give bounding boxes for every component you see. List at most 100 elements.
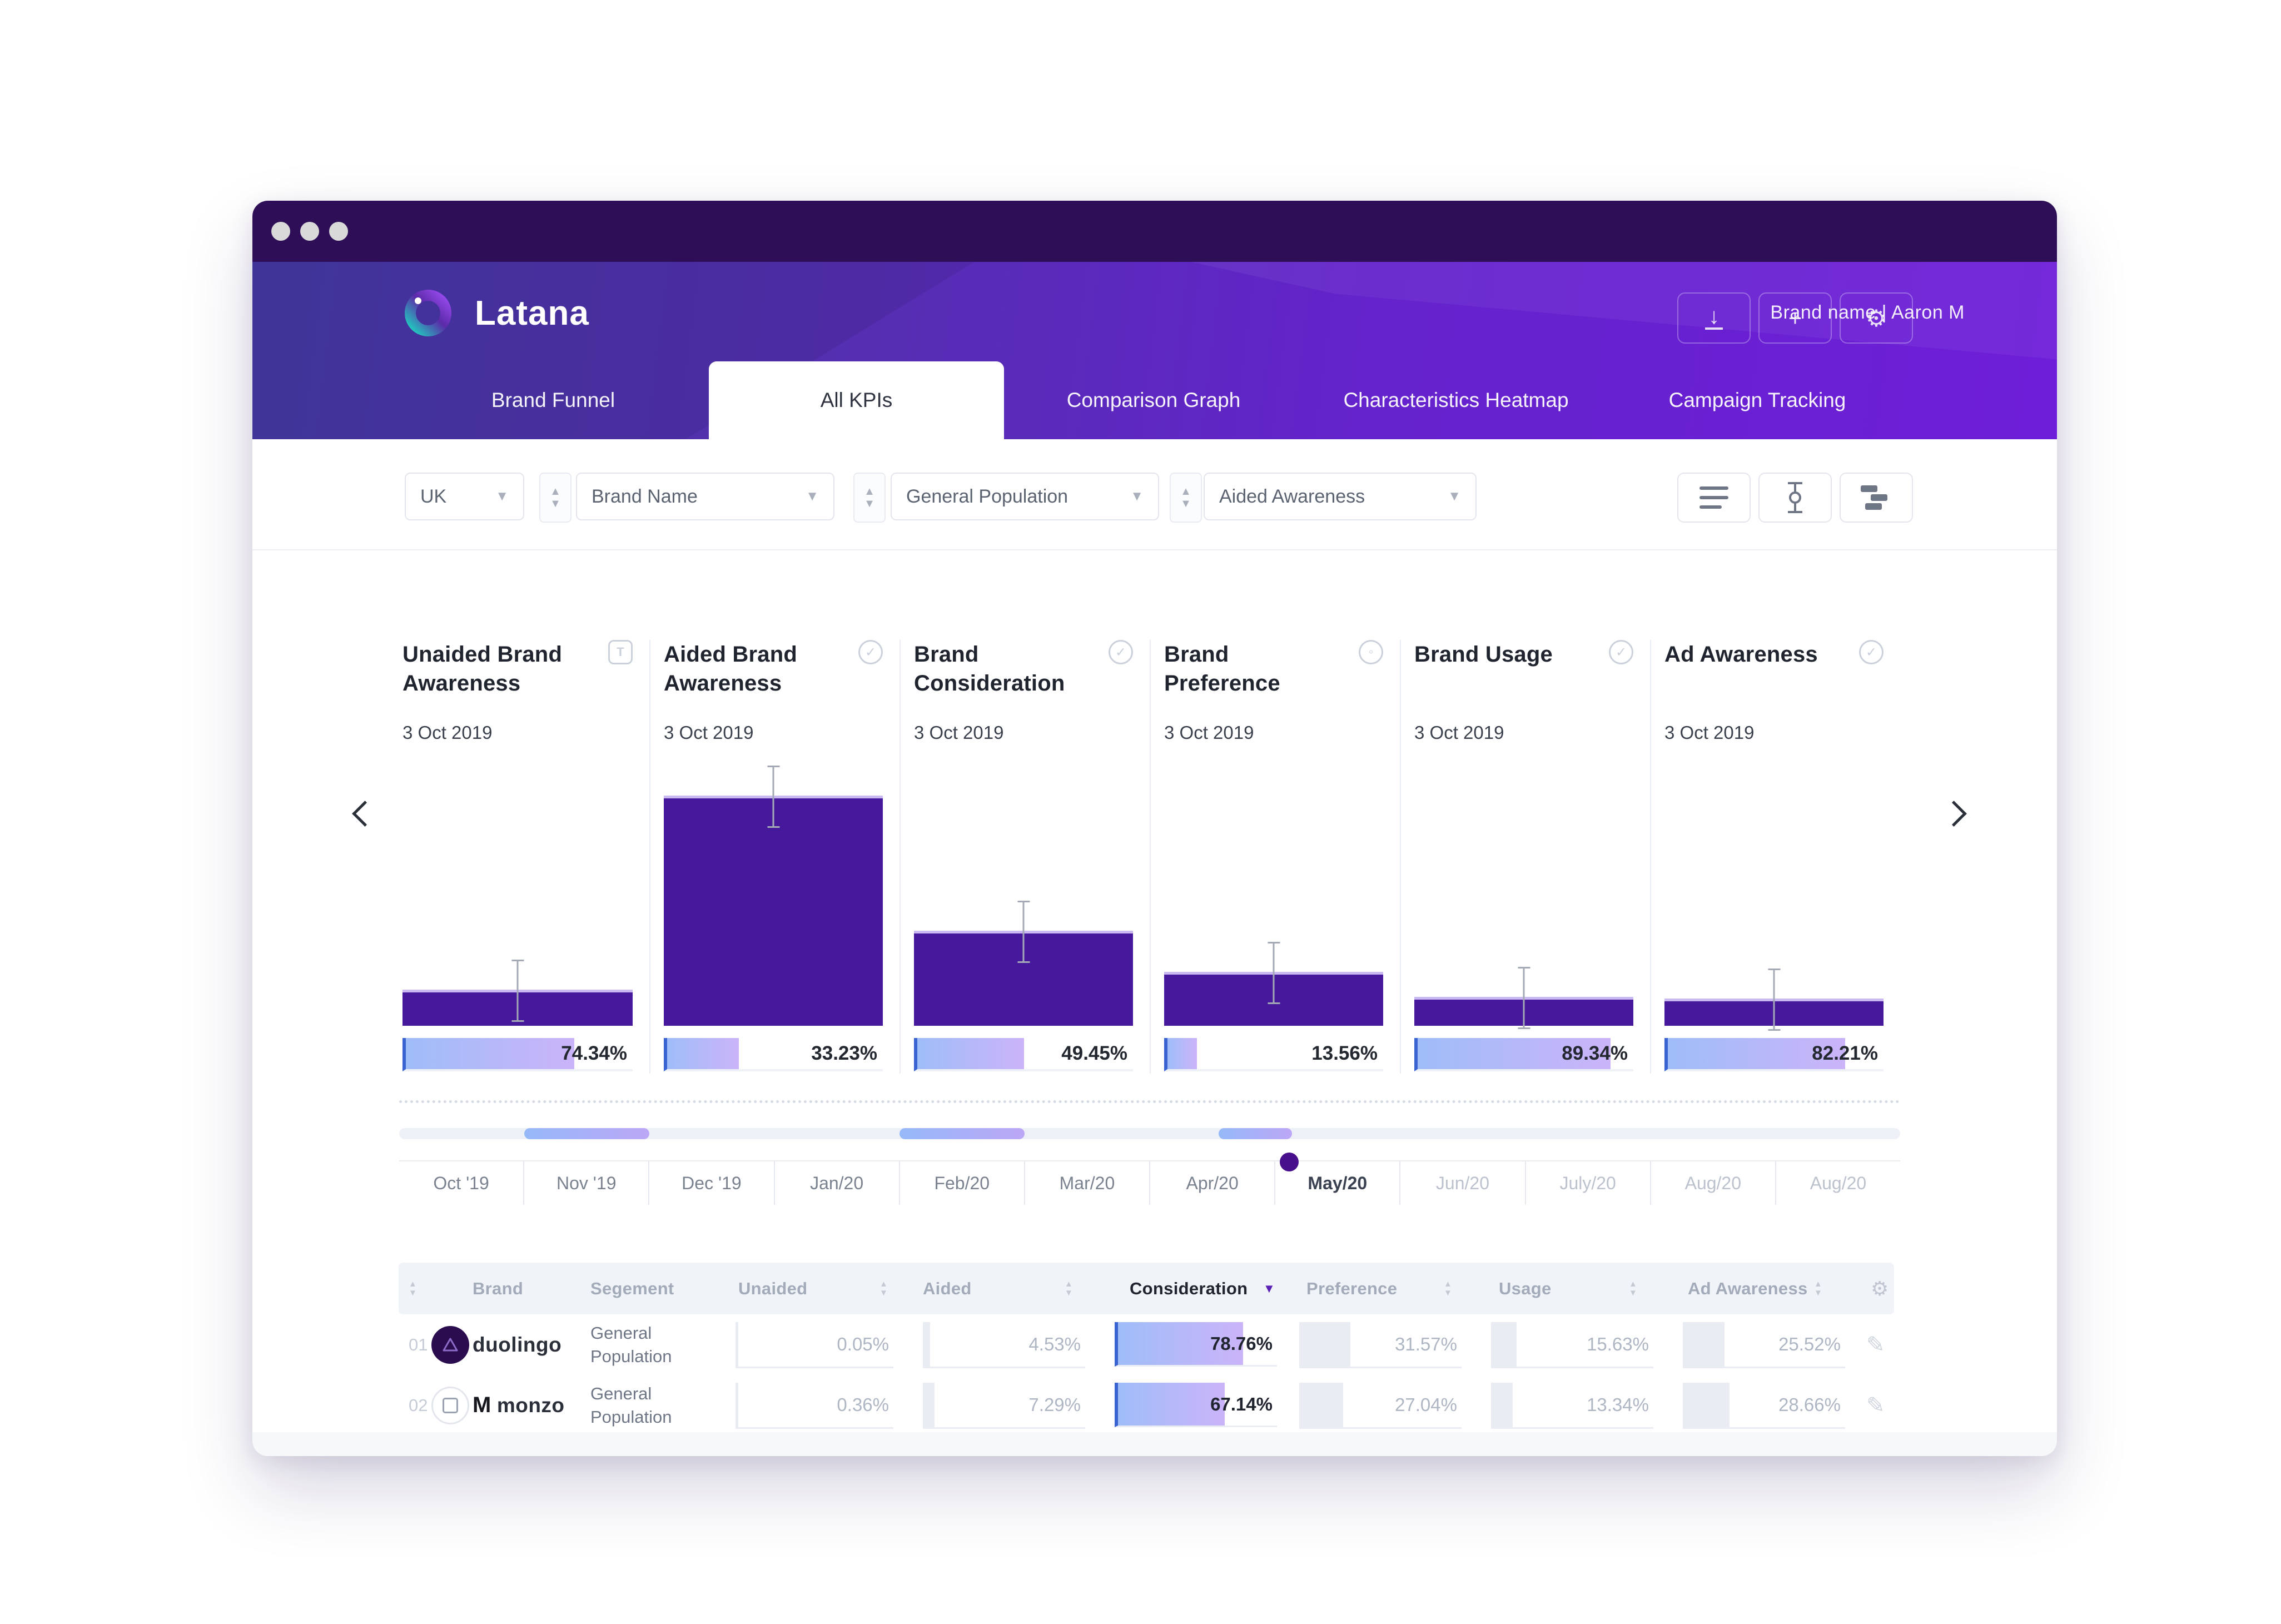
value-label: 13.34% bbox=[1587, 1394, 1649, 1415]
tab-characteristics-heatmap[interactable]: Characteristics Heatmap bbox=[1343, 389, 1569, 411]
duolingo-avatar[interactable] bbox=[431, 1325, 469, 1364]
col-preference[interactable]: Preference bbox=[1306, 1278, 1398, 1298]
month-cell[interactable]: Oct '19 bbox=[433, 1173, 489, 1193]
timeline-track[interactable] bbox=[399, 1128, 1900, 1139]
traffic-light-icon[interactable] bbox=[300, 222, 319, 241]
kpi-stepper[interactable]: ▲ ▼ bbox=[1170, 473, 1202, 523]
value-label: 7.29% bbox=[1028, 1394, 1081, 1415]
month-cell[interactable]: Mar/20 bbox=[1023, 1161, 1149, 1205]
error-bar bbox=[1022, 901, 1025, 964]
segment-dropdown[interactable]: General Population ▼ bbox=[891, 473, 1159, 520]
month-cell-selected[interactable]: May/20 bbox=[1274, 1161, 1399, 1205]
traffic-light-icon[interactable] bbox=[329, 222, 348, 241]
timeline-marker[interactable] bbox=[1280, 1153, 1299, 1171]
preference-cell: 27.04% bbox=[1299, 1383, 1462, 1429]
col-ad-awareness[interactable]: Ad Awareness bbox=[1688, 1278, 1808, 1298]
table-row[interactable]: 01 duolingo General Population 0.05% 4.5… bbox=[399, 1314, 1894, 1375]
chart-next-button[interactable] bbox=[1941, 801, 1967, 827]
month-cell[interactable]: Nov '19 bbox=[523, 1161, 648, 1205]
sort-icon[interactable]: ▲ ▼ bbox=[409, 1279, 417, 1298]
error-bars-button[interactable] bbox=[1758, 473, 1832, 523]
timeline-segment bbox=[1219, 1128, 1293, 1139]
country-dropdown[interactable]: UK ▼ bbox=[405, 473, 524, 520]
month-cell[interactable]: Feb/20 bbox=[898, 1161, 1024, 1205]
col-consideration[interactable]: Consideration bbox=[1130, 1278, 1248, 1298]
value-fill bbox=[1683, 1383, 1730, 1427]
sort-icon[interactable]: ▲ ▼ bbox=[1065, 1279, 1073, 1298]
col-segment[interactable]: Segement bbox=[590, 1278, 674, 1298]
month-cell[interactable]: Aug/20 bbox=[1775, 1161, 1900, 1205]
timeline-segment bbox=[899, 1128, 1025, 1139]
kpi-column: Brand Preference ◦ 3 Oct 2019 13.56% bbox=[1150, 640, 1400, 1074]
month-cell[interactable]: July/20 bbox=[1524, 1161, 1650, 1205]
check-circle-icon[interactable]: ✓ bbox=[1859, 640, 1884, 664]
kpi-date: 3 Oct 2019 bbox=[664, 722, 754, 743]
kpi-date: 3 Oct 2019 bbox=[1664, 722, 1755, 743]
sort-icon[interactable]: ▲ ▼ bbox=[1444, 1279, 1452, 1298]
kpi-title: Brand Preference bbox=[1164, 642, 1280, 696]
kpi-column: Aided Brand Awareness ✓ 3 Oct 2019 33.23… bbox=[649, 640, 900, 1074]
chart-prev-button[interactable] bbox=[352, 801, 378, 827]
kpi-title: Ad Awareness bbox=[1664, 642, 1818, 667]
month-cell[interactable]: Jun/20 bbox=[1399, 1161, 1524, 1205]
brand-dropdown[interactable]: Brand Name ▼ bbox=[576, 473, 834, 520]
col-brand[interactable]: Brand bbox=[473, 1278, 524, 1298]
kpi-bar[interactable] bbox=[402, 959, 633, 1026]
kpi-bar[interactable] bbox=[1664, 968, 1884, 1031]
kpi-column: Ad Awareness ✓ 3 Oct 2019 82.21% bbox=[1650, 640, 1900, 1074]
logo[interactable]: Latana bbox=[404, 289, 589, 337]
kpi-value-label: 82.21% bbox=[1812, 1042, 1878, 1064]
monzo-avatar[interactable] bbox=[431, 1386, 469, 1424]
download-button[interactable]: ↓ bbox=[1677, 292, 1751, 344]
segment-stepper[interactable]: ▲ ▼ bbox=[853, 473, 886, 523]
kpi-dropdown[interactable]: Aided Awareness ▼ bbox=[1204, 473, 1477, 520]
value-fill bbox=[923, 1383, 935, 1427]
kpi-bar[interactable] bbox=[1414, 967, 1633, 1029]
target-icon[interactable]: ◦ bbox=[1359, 640, 1383, 664]
tab-all-kpis[interactable]: All KPIs bbox=[709, 361, 1004, 439]
month-cell[interactable]: Jan/20 bbox=[773, 1161, 899, 1205]
text-badge-icon[interactable]: T bbox=[608, 640, 633, 664]
kpi-date: 3 Oct 2019 bbox=[1414, 722, 1504, 743]
kpi-plot bbox=[1664, 764, 1884, 1031]
kpi-bar[interactable] bbox=[914, 901, 1133, 1026]
segment-cell: General Population bbox=[590, 1383, 672, 1427]
edit-pencil-icon[interactable]: ✎ bbox=[1866, 1393, 1885, 1418]
account-info[interactable]: Brand name | Aaron M bbox=[1770, 302, 1965, 323]
settings-button[interactable]: ⚙ bbox=[1840, 292, 1913, 344]
table-header: ▲ ▼ Brand Segement Unaided ▲ ▼ Aided ▲ ▼ Co… bbox=[399, 1263, 1894, 1314]
month-cell[interactable]: Aug/20 bbox=[1649, 1161, 1775, 1205]
edit-pencil-icon[interactable]: ✎ bbox=[1866, 1332, 1885, 1357]
latana-logo-icon bbox=[405, 290, 451, 336]
tab-campaign-tracking[interactable]: Campaign Tracking bbox=[1668, 389, 1846, 411]
kpi-value-fill bbox=[1668, 1038, 1845, 1069]
check-circle-icon[interactable]: ✓ bbox=[858, 640, 883, 664]
kpi-value-fill bbox=[406, 1038, 575, 1069]
usage-cell: 15.63% bbox=[1491, 1322, 1653, 1368]
month-cell[interactable]: Dec '19 bbox=[648, 1161, 773, 1205]
table-settings-gear-icon[interactable]: ⚙ bbox=[1871, 1277, 1889, 1300]
check-circle-icon[interactable]: ✓ bbox=[1109, 640, 1133, 664]
brand-stepper[interactable]: ▲ ▼ bbox=[539, 473, 572, 523]
kpi-bar[interactable] bbox=[1164, 941, 1383, 1026]
kpi-value-strip: 33.23% bbox=[664, 1038, 883, 1071]
col-usage[interactable]: Usage bbox=[1499, 1278, 1552, 1298]
col-unaided[interactable]: Unaided bbox=[738, 1278, 808, 1298]
stacked-bars-button[interactable] bbox=[1840, 473, 1913, 523]
month-cell[interactable]: Apr/20 bbox=[1149, 1161, 1274, 1205]
sort-icon[interactable]: ▲ ▼ bbox=[879, 1279, 888, 1298]
sort-icon[interactable]: ▲ ▼ bbox=[1814, 1279, 1822, 1298]
list-view-button[interactable] bbox=[1677, 473, 1751, 523]
ad-awareness-cell: 25.52% bbox=[1683, 1322, 1845, 1368]
unaided-cell: 0.36% bbox=[736, 1383, 893, 1429]
kpi-bar[interactable] bbox=[664, 766, 883, 1026]
col-aided[interactable]: Aided bbox=[923, 1278, 972, 1298]
tab-comparison-graph[interactable]: Comparison Graph bbox=[1066, 389, 1241, 411]
tab-brand-funnel[interactable]: Brand Funnel bbox=[491, 389, 615, 411]
traffic-light-icon[interactable] bbox=[271, 222, 290, 241]
check-circle-icon[interactable]: ✓ bbox=[1609, 640, 1633, 664]
add-button[interactable]: + bbox=[1758, 292, 1832, 344]
sort-desc-icon[interactable]: ▼ bbox=[1263, 1281, 1275, 1295]
sort-icon[interactable]: ▲ ▼ bbox=[1629, 1279, 1637, 1298]
